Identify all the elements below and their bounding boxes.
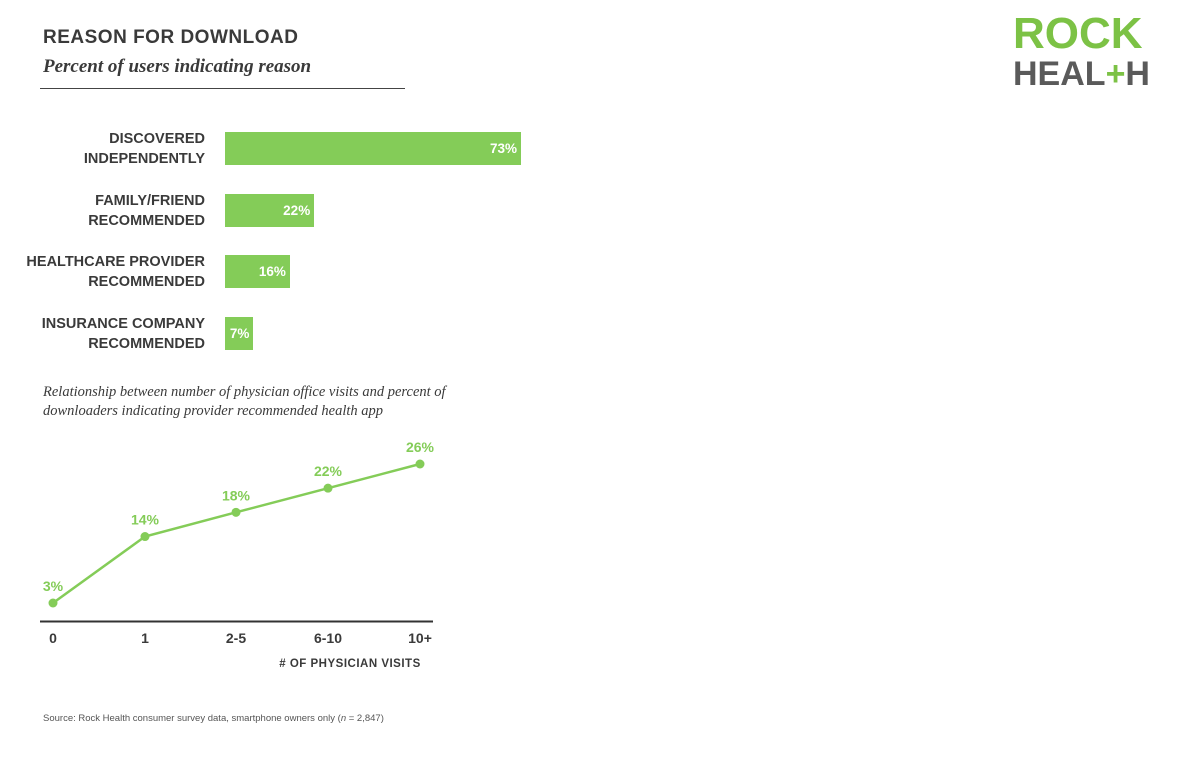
series-line	[52, 462, 421, 605]
logo-text-h: H	[1125, 55, 1150, 93]
x-tick-label: 2-5	[226, 630, 246, 646]
x-tick-label: 10+	[408, 630, 432, 646]
bar-value-label: 73%	[489, 141, 517, 156]
bar-category-label-line: HEALTHCARE PROVIDER	[26, 254, 205, 270]
x-tick-label: 0	[49, 630, 57, 646]
bar	[225, 132, 521, 165]
bar-category-label: DISCOVERED INDEPENDENTLY	[5, 129, 205, 169]
bar-category-label-line: INSURANCE COMPANY	[41, 315, 205, 332]
data-label: 3%	[43, 578, 64, 594]
bar-category-label-line: RECOMMENDED	[88, 274, 205, 290]
title-divider	[40, 88, 405, 89]
data-label: 26%	[406, 439, 435, 455]
data-point	[48, 598, 58, 608]
source-note: Source: Rock Health consumer survey data…	[43, 713, 384, 724]
bar-category-label: FAMILY/FRIEND RECOMMENDED	[5, 191, 205, 231]
bar-category-label: INSURANCE COMPANY RECOMMENDED	[5, 314, 205, 354]
data-point	[231, 507, 241, 517]
bar	[225, 193, 315, 227]
bar-value-label: 16%	[258, 264, 286, 279]
x-tick-label: 1	[141, 630, 149, 646]
x-axis-title: # OF PHYSICIAN VISITS	[279, 658, 421, 670]
bar-category-label-line: RECOMMENDED	[88, 335, 205, 352]
data-point	[323, 483, 333, 493]
data-point	[415, 459, 425, 469]
data-label: 14%	[131, 512, 160, 528]
source-prefix: Source: Rock Health consumer survey data…	[43, 713, 341, 724]
logo-line-health: HEAL+H	[1013, 56, 1161, 92]
rock-health-logo: ROCK HEAL+H	[1013, 9, 1161, 93]
logo-text-heal: HEAL	[1013, 55, 1106, 93]
chart-title: REASON FOR DOWNLOAD	[43, 27, 299, 48]
bar-value-label: 7%	[229, 325, 250, 341]
bar	[225, 255, 290, 288]
data-label: 22%	[314, 463, 343, 479]
logo-line-rock: ROCK	[1013, 9, 1143, 58]
bar-category-label-line: INDEPENDENTLY	[83, 151, 205, 167]
bar	[225, 316, 254, 350]
bar-category-label: HEALTHCARE PROVIDER RECOMMENDED	[5, 252, 205, 292]
source-n: n	[340, 713, 347, 724]
x-tick-label: 6-10	[314, 630, 342, 646]
bar-value-label: 22%	[283, 202, 311, 218]
bar-category-label-line: DISCOVERED	[109, 131, 205, 147]
data-label: 18%	[222, 487, 251, 503]
source-suffix: = 2,847)	[346, 713, 384, 724]
line-chart-title: Relationship between number of physician…	[43, 384, 446, 419]
logo-plus-icon: +	[1105, 55, 1126, 93]
chart-subtitle: Percent of users indicating reason	[43, 56, 312, 77]
bar-category-label-line: RECOMMENDED	[88, 212, 205, 229]
data-point	[140, 532, 150, 542]
bar-category-label-line: FAMILY/FRIEND	[95, 192, 205, 209]
